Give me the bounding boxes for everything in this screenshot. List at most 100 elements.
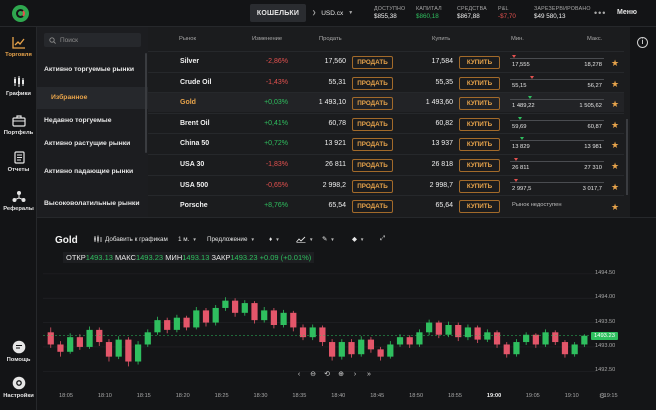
scroll-left-button[interactable]: ‹ <box>297 370 301 378</box>
sell-button[interactable]: ПРОДАТЬ <box>352 179 393 193</box>
candle <box>358 339 365 355</box>
drawing-tools-dropdown[interactable]: ✎ ▼ <box>322 233 335 245</box>
menu-button[interactable]: Меню <box>617 9 637 16</box>
table-row[interactable]: USA 30 -1,83% 26 811 ПРОДАТЬ 26 818 КУПИТЬ 26… <box>148 154 624 174</box>
sell-button[interactable]: ПРОДАТЬ <box>352 159 393 172</box>
market-change: +0,03% <box>264 99 288 107</box>
fullscreen-button[interactable]: ⤢ <box>380 233 385 245</box>
app-logo-icon[interactable] <box>12 5 29 22</box>
buy-price: 17,584 <box>431 58 453 65</box>
zoom-out-button[interactable]: ⊖ <box>307 368 319 380</box>
range-min: 59,69 <box>512 123 527 130</box>
candle <box>532 334 539 345</box>
sidebar-item-charts[interactable]: Графики <box>0 75 37 97</box>
buy-button[interactable]: КУПИТЬ <box>459 76 500 90</box>
header-buy[interactable]: Купить <box>432 36 451 42</box>
buy-button[interactable]: КУПИТЬ <box>459 179 500 193</box>
buy-button[interactable]: КУПИТЬ <box>459 138 500 152</box>
search-input[interactable]: Поиск <box>44 33 141 47</box>
stat-funds: СРЕДСТВА $867,88 <box>457 6 487 20</box>
buy-button[interactable]: КУПИТЬ <box>459 97 500 111</box>
candle <box>261 310 268 321</box>
table-row[interactable]: China 50 +0,72% 13 921 ПРОДАТЬ 13 937 КУПИТЬ … <box>148 133 624 153</box>
table-row[interactable]: Porsche +8,76% 65,54 ПРОДАТЬ 65,64 КУПИТЬ Рыно… <box>148 195 624 215</box>
categories-scrollbar[interactable] <box>145 53 147 153</box>
document-icon <box>13 151 25 164</box>
sell-button[interactable]: ПРОДАТЬ <box>352 56 393 69</box>
header-market[interactable]: Рынок <box>179 36 196 42</box>
sidebar-item-reports[interactable]: Отчеты <box>0 151 37 173</box>
sell-price: 2 998,2 <box>322 181 346 189</box>
header-min[interactable]: Мин. <box>511 36 524 42</box>
sidebar-item-referrals[interactable]: Рефералы <box>0 190 37 212</box>
sell-button[interactable]: ПРОДАТЬ <box>352 76 393 90</box>
scroll-to-end-button[interactable]: » <box>367 370 371 378</box>
range-indicator: 59,69 60,87 <box>510 116 604 132</box>
candle <box>571 344 578 355</box>
table-row[interactable]: Crude Oil -1,43% 55,31 ПРОДАТЬ 55,35 КУПИТЬ 5… <box>148 71 624 92</box>
sell-button[interactable]: ПРОДАТЬ <box>352 138 393 152</box>
sidebar-item-settings[interactable]: Настройки <box>0 376 37 399</box>
favorite-star-icon[interactable]: ★ <box>611 58 620 68</box>
market-closed-text: Рынок недоступен <box>512 202 562 209</box>
info-icon[interactable]: i <box>637 37 648 48</box>
category-rising[interactable]: Активно растущие рынки <box>44 140 131 147</box>
sell-button[interactable]: ПРОДАТЬ <box>352 97 393 111</box>
table-row[interactable]: Brent Oil +0,41% 60,78 ПРОДАТЬ 60,82 КУПИТЬ 5… <box>148 112 624 133</box>
layers-dropdown[interactable]: ◆ ▼ <box>352 233 364 245</box>
chart-type-dropdown[interactable]: ♦ ▼ <box>269 233 280 245</box>
wallets-button[interactable]: КОШЕЛЬКИ <box>250 4 306 22</box>
indicators-dropdown[interactable]: ▼ <box>296 233 313 245</box>
category-falling[interactable]: Активно падающие рынки <box>44 168 134 175</box>
favorite-star-icon[interactable]: ★ <box>611 202 620 213</box>
category-favorites[interactable]: Избранное <box>37 87 148 109</box>
table-row[interactable]: Gold +0,03% 1 493,10 ПРОДАТЬ 1 493,60 КУПИТЬ … <box>148 92 624 113</box>
category-active-markets[interactable]: Активно торгуемые рынки <box>44 66 135 73</box>
favorite-star-icon[interactable]: ★ <box>611 119 620 130</box>
reset-zoom-button[interactable]: ⟲ <box>321 368 333 380</box>
favorite-star-icon[interactable]: ★ <box>611 161 620 171</box>
favorite-star-icon[interactable]: ★ <box>611 78 620 89</box>
add-to-charts-button[interactable]: Добавить к графикам <box>93 233 168 245</box>
sell-button[interactable]: ПРОДАТЬ <box>352 117 393 131</box>
range-bar <box>510 58 604 59</box>
chat-icon <box>12 340 25 354</box>
sidebar-item-trading[interactable]: Торговля <box>0 36 37 58</box>
candle <box>270 310 278 325</box>
timeframe-dropdown[interactable]: 1 м. ▼ <box>178 235 197 243</box>
header-max[interactable]: Макс. <box>587 36 603 42</box>
account-selector[interactable]: ❯ USD.cx ▼ <box>312 4 353 22</box>
candle <box>377 349 384 357</box>
favorite-star-icon[interactable]: ★ <box>611 99 620 110</box>
candlestick-plot[interactable] <box>43 269 596 381</box>
category-recent[interactable]: Недавно торгуемые <box>44 117 112 124</box>
table-scrollbar[interactable] <box>626 119 628 195</box>
scroll-right-button[interactable]: › <box>353 370 357 378</box>
table-row[interactable]: USA 500 -0,65% 2 998,2 ПРОДАТЬ 2 998,7 КУПИТЬ… <box>148 174 624 195</box>
more-icon[interactable]: ••• <box>594 8 607 18</box>
range-max: 60,87 <box>587 123 602 130</box>
chart-settings-icon[interactable]: ⚙ <box>599 393 606 400</box>
range-indicator: 1 489,22 1 505,62 <box>510 95 604 111</box>
quote-type-dropdown[interactable]: Предложение ▼ <box>207 235 255 243</box>
favorite-star-icon[interactable]: ★ <box>611 140 620 151</box>
range-bar <box>510 78 604 80</box>
buy-button[interactable]: КУПИТЬ <box>459 117 500 131</box>
category-volatile[interactable]: Высоковолатильные рынки <box>44 200 140 207</box>
header-change[interactable]: Изменение <box>252 36 283 42</box>
buy-price: 65,64 <box>435 202 453 210</box>
header-sell[interactable]: Продать <box>319 36 342 42</box>
sidebar-item-help[interactable]: Помощь <box>0 340 37 363</box>
favorite-star-icon[interactable]: ★ <box>611 181 620 192</box>
sell-button[interactable]: ПРОДАТЬ <box>352 200 393 214</box>
zoom-in-button[interactable]: ⊕ <box>335 368 347 380</box>
buy-button[interactable]: КУПИТЬ <box>459 159 500 172</box>
range-marker <box>520 137 524 141</box>
buy-price: 13 937 <box>431 140 453 148</box>
candle <box>464 327 472 338</box>
sidebar-item-portfolio[interactable]: Портфель <box>0 114 37 136</box>
table-row[interactable]: Silver -2,86% 17,560 ПРОДАТЬ 17,584 КУПИТЬ 17… <box>148 51 624 71</box>
buy-button[interactable]: КУПИТЬ <box>459 200 500 214</box>
buy-button[interactable]: КУПИТЬ <box>459 56 500 69</box>
sidebar: Торговля Графики Портфель Отчеты Реферал… <box>0 27 37 410</box>
